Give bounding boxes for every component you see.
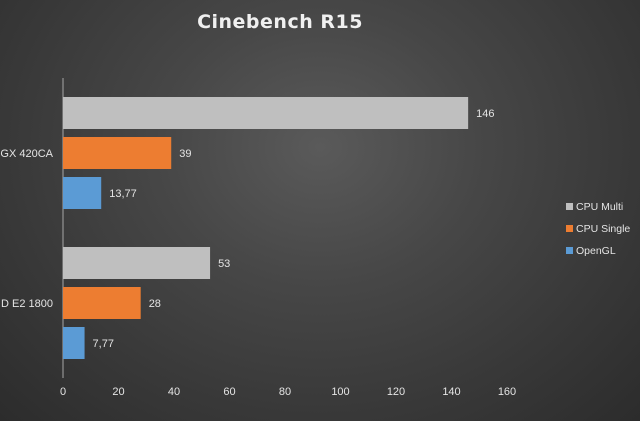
data-label: 13,77 [109, 188, 137, 200]
chart-legend: CPU Multi CPU Single OpenGL [566, 201, 630, 257]
data-label: 53 [218, 258, 230, 270]
bar [63, 177, 102, 209]
bar [63, 327, 85, 359]
chart-title: Cinebench R15 [197, 11, 363, 33]
category-label: GX 420CA [0, 148, 53, 160]
x-tick-label: 60 [223, 386, 235, 398]
x-tick-label: 40 [168, 386, 180, 398]
legend-label: OpenGL [576, 245, 616, 257]
data-label: 146 [476, 108, 494, 120]
x-tick-label: 0 [60, 386, 66, 398]
x-tick-label: 20 [112, 386, 124, 398]
legend-label: CPU Single [576, 223, 630, 235]
x-tick-label: 100 [331, 386, 349, 398]
x-tick-label: 140 [442, 386, 460, 398]
legend-swatch [566, 203, 573, 210]
data-label: 7,77 [93, 338, 114, 350]
bar [63, 137, 172, 169]
bar [63, 287, 141, 319]
data-label: 39 [179, 148, 191, 160]
bar [63, 97, 469, 129]
x-tick-label: 160 [498, 386, 516, 398]
legend-label: CPU Multi [576, 201, 623, 213]
x-tick-label: 80 [279, 386, 291, 398]
category-label: D E2 1800 [1, 298, 53, 310]
plot-area: 0 20 40 60 80 100 120 140 160 GX 420CA 146 39 13,77 D… [0, 78, 516, 398]
bar [63, 247, 211, 279]
legend-swatch [566, 225, 573, 232]
x-tick-label: 120 [387, 386, 405, 398]
data-label: 28 [149, 298, 161, 310]
legend-swatch [566, 247, 573, 254]
